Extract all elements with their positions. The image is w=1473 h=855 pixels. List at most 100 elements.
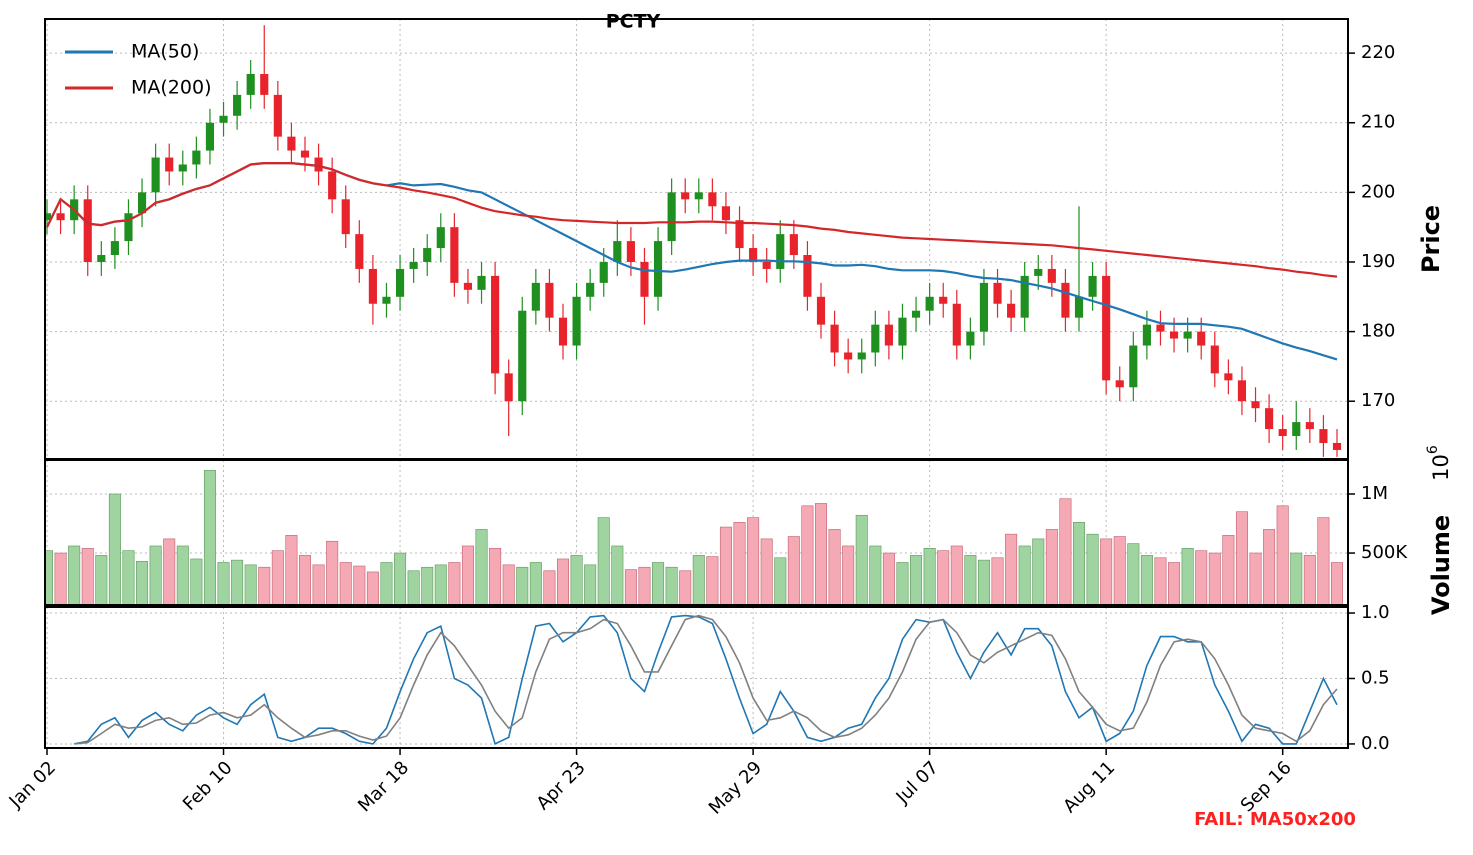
volume-bar (950, 545, 963, 605)
candle-body (640, 261, 649, 297)
volume-bar (68, 545, 81, 605)
candle-body (599, 261, 608, 283)
volume-bar (1263, 529, 1276, 605)
panel-frame (44, 18, 1349, 460)
candle-body (423, 248, 432, 262)
y-tick-label: 1M (1361, 483, 1388, 504)
candle-body (192, 150, 201, 165)
candle-body (966, 331, 975, 346)
candle-body (1292, 422, 1301, 437)
volume-bar (937, 550, 950, 605)
candle-body (1237, 380, 1247, 402)
candle-body (56, 213, 65, 221)
candle-body (952, 303, 961, 346)
axis-exponent: 106 (1425, 445, 1453, 481)
candle-body (260, 74, 269, 95)
x-tick-label: Feb 10 (179, 757, 237, 815)
candle-body (205, 122, 215, 151)
candle-body (1047, 268, 1056, 283)
x-tick-label: Apr 23 (533, 757, 590, 814)
volume-bar (217, 562, 230, 605)
volume-bar (1317, 517, 1330, 605)
volume-bar (271, 550, 284, 605)
candle-body (436, 227, 445, 249)
candle-body (613, 241, 622, 262)
volume-bar (1195, 550, 1208, 605)
volume-bar (842, 545, 855, 605)
volume-bar (679, 570, 692, 605)
volume-bar (964, 555, 977, 605)
volume-bar (1045, 529, 1058, 605)
candle-body (898, 317, 907, 346)
candle-body (341, 199, 350, 235)
volume-bar (1181, 548, 1194, 605)
volume-bar (95, 555, 108, 605)
candle-body (450, 227, 459, 283)
volume-bar (570, 555, 583, 605)
candle-body (626, 241, 635, 262)
candle-body (165, 157, 174, 172)
volume-bar (624, 569, 637, 605)
candle-body (545, 282, 554, 318)
candle-body (463, 282, 473, 290)
candle-body (1142, 324, 1151, 346)
candle-body (314, 157, 323, 172)
volume-bar (163, 538, 176, 605)
volume-bar (828, 529, 841, 605)
volume-bar (258, 566, 271, 605)
y-tick-label: 210 (1361, 112, 1395, 133)
candle-body (246, 74, 255, 95)
candle-body (1197, 331, 1206, 346)
candle-body (409, 261, 418, 269)
candle-body (1088, 275, 1097, 297)
volume-bar (244, 564, 257, 605)
volume-bar (54, 552, 67, 605)
panel-frame (44, 459, 1349, 606)
volume-bar (339, 562, 352, 605)
y-tick-label: 170 (1361, 390, 1395, 411)
candle-body (830, 324, 839, 353)
candle-body (178, 164, 187, 172)
y-tick-label: 220 (1361, 42, 1395, 63)
candle-body (1156, 324, 1165, 332)
volume-bar (516, 566, 529, 605)
volume-bar (991, 557, 1004, 605)
candle-body (1074, 296, 1084, 318)
candle-body (762, 261, 771, 269)
plot-area (45, 470, 1344, 605)
volume-bar (760, 538, 773, 605)
candle-body (287, 136, 296, 151)
volume-bar (448, 562, 461, 605)
volume-bar (353, 565, 366, 605)
candle-body (871, 324, 880, 353)
candle-body (83, 199, 92, 262)
volume-bar (434, 564, 447, 605)
volume-bar (203, 470, 216, 605)
volume-bar (285, 535, 298, 605)
volume-bar (1154, 557, 1167, 605)
chart-title: PCTY (606, 11, 661, 33)
candle-body (1034, 268, 1043, 276)
volume-bar (1222, 535, 1235, 605)
volume-bar (1249, 552, 1262, 605)
volume-bar (801, 505, 814, 605)
volume-bar (190, 558, 203, 605)
exponent-base: 10 (1429, 454, 1453, 481)
candle-body (993, 282, 1002, 304)
candle-body (518, 310, 527, 402)
candle-body (708, 192, 717, 207)
volume-bar (421, 566, 434, 605)
x-tick-label: Jan 02 (5, 757, 60, 812)
x-tick-label: Mar 18 (354, 757, 413, 816)
volume-bar (81, 548, 94, 605)
candle-body (368, 268, 377, 304)
candle-body (844, 352, 853, 360)
candle-body (1319, 429, 1328, 443)
volume-bar (611, 545, 624, 605)
volume-bar (556, 558, 570, 605)
candle-body (572, 296, 581, 346)
legend-label: MA(200) (131, 77, 211, 99)
y-tick-label: 200 (1361, 181, 1395, 202)
